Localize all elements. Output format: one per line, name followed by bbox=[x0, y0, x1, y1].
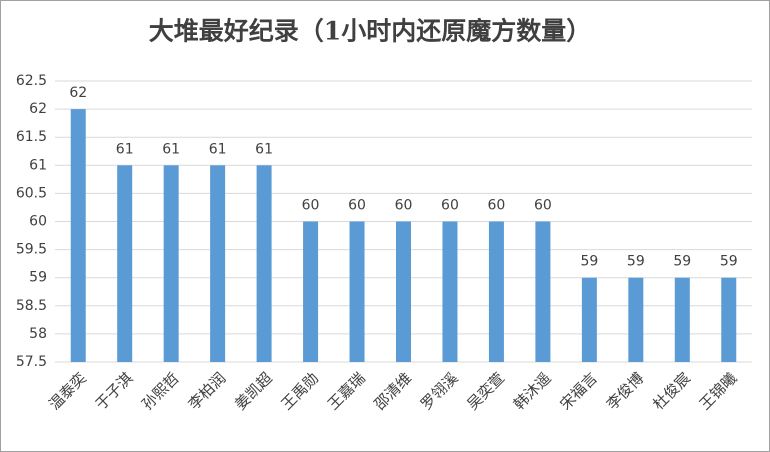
data-label: 59 bbox=[627, 254, 645, 270]
y-tick-label: 58 bbox=[29, 326, 47, 342]
data-label: 60 bbox=[534, 198, 552, 214]
bar bbox=[163, 165, 179, 362]
data-label: 61 bbox=[255, 141, 273, 157]
y-tick-label: 60 bbox=[29, 214, 47, 230]
bar bbox=[256, 165, 272, 362]
data-label: 60 bbox=[348, 198, 366, 214]
data-label: 60 bbox=[302, 198, 320, 214]
y-tick-label: 62.5 bbox=[16, 73, 47, 89]
data-label: 59 bbox=[673, 254, 691, 270]
data-label: 61 bbox=[116, 141, 134, 157]
data-label: 60 bbox=[488, 198, 506, 214]
bar bbox=[535, 221, 551, 362]
data-label: 60 bbox=[441, 198, 459, 214]
bar bbox=[349, 221, 365, 362]
y-tick-label: 60.5 bbox=[16, 185, 47, 201]
bar bbox=[117, 165, 133, 362]
y-tick-label: 58.5 bbox=[16, 298, 47, 314]
y-tick-label: 59 bbox=[29, 270, 47, 286]
y-tick-label: 62 bbox=[29, 101, 47, 117]
bar bbox=[210, 165, 226, 362]
bar bbox=[396, 221, 411, 362]
y-tick-label: 57.5 bbox=[16, 354, 47, 370]
data-label: 61 bbox=[162, 141, 180, 157]
bar bbox=[581, 277, 597, 362]
data-label: 62 bbox=[69, 85, 87, 101]
y-tick-label: 61 bbox=[29, 157, 47, 173]
data-label: 61 bbox=[209, 141, 227, 157]
bar bbox=[721, 277, 737, 362]
chart-title: 大堆最好纪录（1小时内还原魔方数量） bbox=[149, 17, 591, 46]
bar bbox=[628, 277, 644, 362]
data-label: 59 bbox=[580, 254, 598, 270]
bar bbox=[442, 221, 458, 362]
bar bbox=[303, 221, 319, 362]
data-label: 59 bbox=[720, 254, 738, 270]
bar bbox=[70, 109, 86, 362]
data-label: 60 bbox=[395, 198, 413, 214]
bar bbox=[674, 277, 690, 362]
y-tick-label: 61.5 bbox=[16, 129, 47, 145]
y-tick-label: 59.5 bbox=[16, 242, 47, 258]
bar bbox=[488, 221, 504, 362]
